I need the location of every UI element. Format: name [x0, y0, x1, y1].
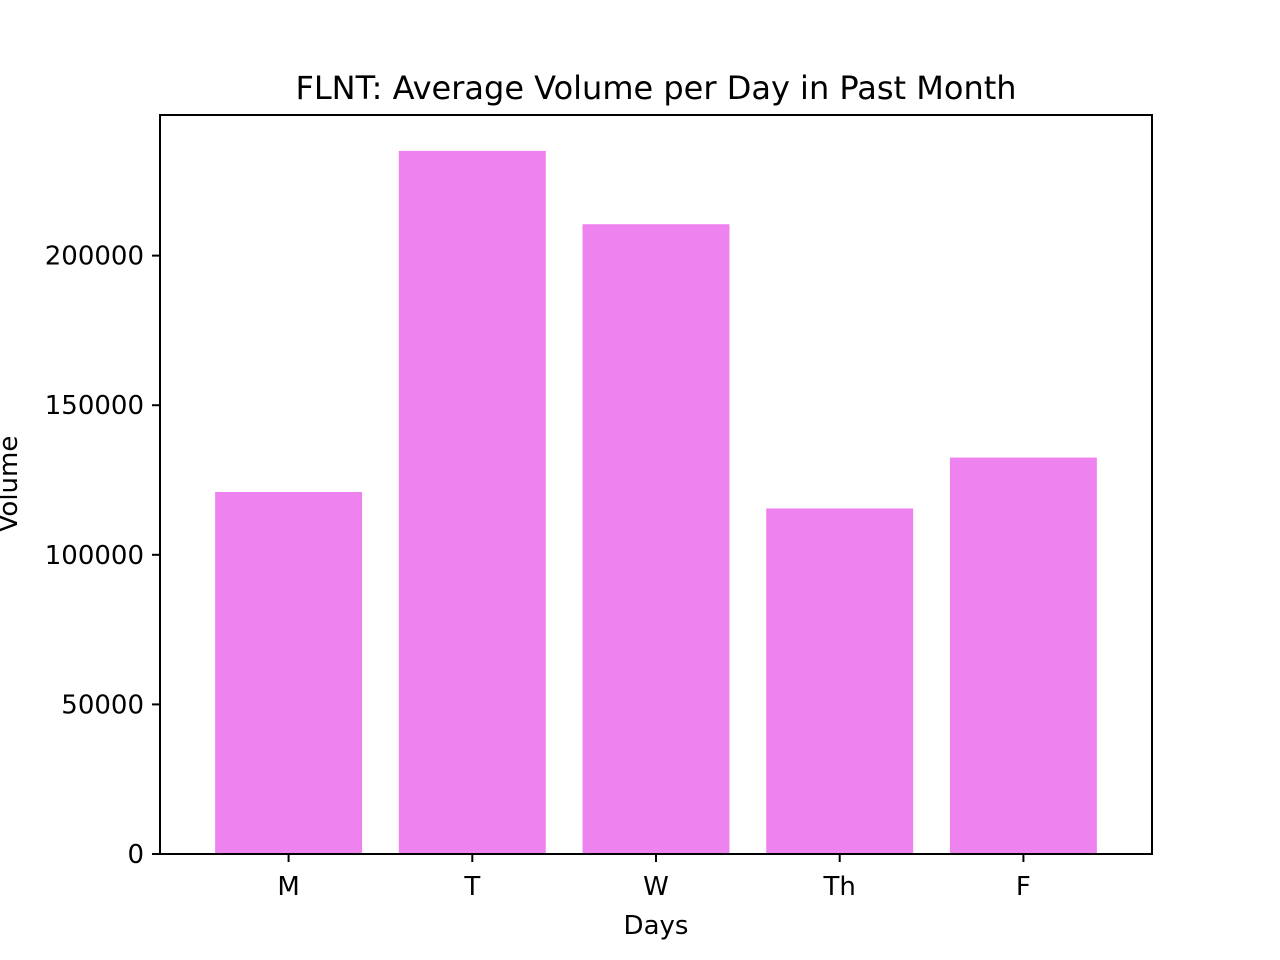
y-tick-label: 50000: [61, 690, 144, 720]
y-tick-label: 150000: [45, 391, 144, 421]
bar-f: [949, 457, 1097, 854]
x-tick-label: M: [277, 872, 299, 902]
bar-w: [582, 224, 730, 854]
chart-title: FLNT: Average Volume per Day in Past Mon…: [295, 69, 1016, 107]
y-tick-label: 200000: [45, 242, 144, 272]
x-tick-label: Th: [823, 872, 856, 902]
y-axis-label: Volume: [0, 436, 24, 533]
y-tick-label: 100000: [45, 541, 144, 571]
bar-m: [215, 491, 363, 854]
y-tick-label: 0: [127, 840, 144, 870]
bar-th: [766, 508, 914, 854]
bar-t: [398, 150, 546, 854]
bars-layer: [215, 150, 1097, 854]
plot-frame: [159, 114, 1153, 855]
x-tick-label: T: [463, 872, 480, 902]
y-axis-ticks: 0 50000 100000 150000 200000: [45, 242, 160, 870]
x-axis-ticks: M T W Th F: [277, 854, 1031, 902]
x-tick-label: W: [643, 872, 669, 902]
x-tick-label: F: [1016, 872, 1031, 902]
x-axis-label: Days: [624, 911, 689, 941]
